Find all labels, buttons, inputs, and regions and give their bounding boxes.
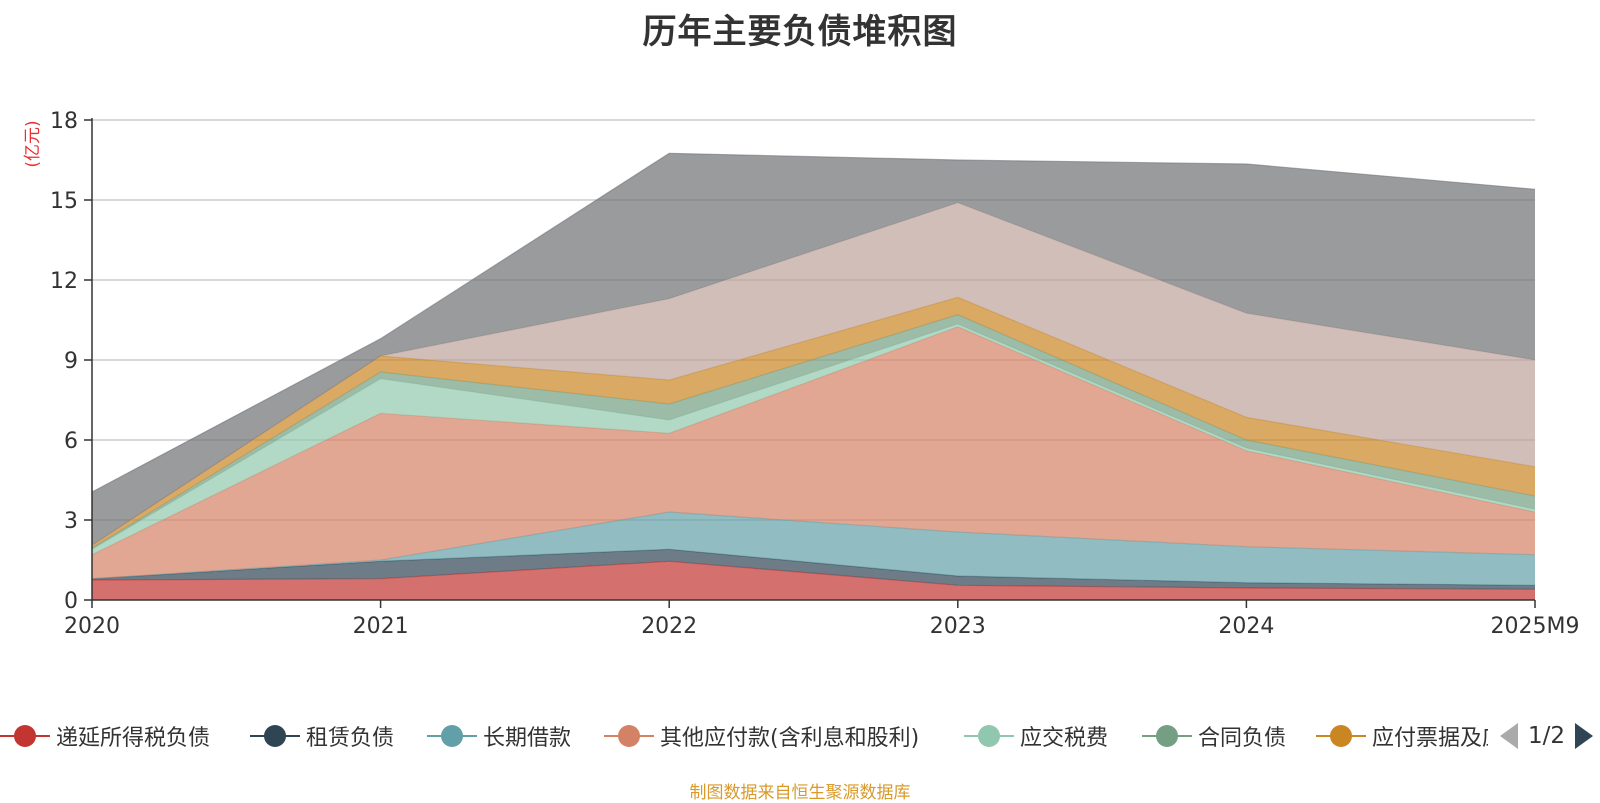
legend-item[interactable]: 其他应付款(含利息和股利) bbox=[604, 718, 919, 754]
legend-marker-icon bbox=[427, 725, 477, 747]
legend-page-indicator: 1/2 bbox=[1528, 723, 1566, 749]
legend-item[interactable]: 合同负债 bbox=[1142, 718, 1286, 754]
y-tick-label: 6 bbox=[64, 429, 78, 454]
y-tick-label: 0 bbox=[64, 589, 78, 614]
area-series-1[interactable] bbox=[92, 561, 1535, 600]
legend-label: 应付票据及应付账款 bbox=[1372, 726, 1488, 751]
area-series-9-line bbox=[91, 152, 1536, 493]
legend-prev-page-icon[interactable] bbox=[1498, 721, 1520, 751]
y-tick-label: 3 bbox=[64, 509, 78, 534]
series-areas bbox=[91, 152, 1536, 600]
area-series-6[interactable] bbox=[92, 314, 1535, 550]
area-series-7[interactable] bbox=[92, 297, 1535, 548]
legend-label: 合同负债 bbox=[1198, 726, 1287, 751]
legend-items: 递延所得税负债 租赁负债 长期借款 其他应付款(含利息和股利) 应交税费 合同负债 应付票据… bbox=[0, 718, 1488, 754]
legend-marker-icon bbox=[250, 725, 300, 747]
legend-item[interactable]: 长期借款 bbox=[427, 718, 571, 754]
x-tick-label: 2023 bbox=[930, 614, 986, 639]
source-note: 制图数据来自恒生聚源数据库 bbox=[689, 783, 911, 803]
legend-next-page-icon[interactable] bbox=[1573, 721, 1595, 751]
legend-item[interactable]: 应付票据及应付账款 bbox=[1316, 718, 1488, 754]
area-series-2[interactable] bbox=[92, 549, 1535, 590]
area-series-4[interactable] bbox=[92, 326, 1535, 579]
legend-pager: 1/2 bbox=[1498, 718, 1595, 754]
area-series-9[interactable] bbox=[92, 153, 1535, 546]
legend-marker-icon bbox=[964, 725, 1014, 747]
legend-label: 递延所得税负债 bbox=[56, 726, 211, 751]
y-tick-label: 12 bbox=[50, 269, 78, 294]
chart-title: 历年主要负债堆积图 bbox=[642, 12, 958, 52]
x-tick-label: 2021 bbox=[353, 614, 409, 639]
legend-label: 租赁负债 bbox=[306, 726, 395, 751]
legend: 递延所得税负债 租赁负债 长期借款 其他应付款(含利息和股利) 应交税费 合同负债 应付票据… bbox=[0, 718, 1600, 754]
legend-marker-icon bbox=[604, 725, 654, 747]
axes: 0 3 6 9 12 15 18 2020 2021 2022 2023 2024 2025M9 bbox=[50, 109, 1579, 639]
legend-marker-icon bbox=[0, 725, 50, 747]
x-tick-label: 2020 bbox=[64, 614, 120, 639]
y-tick-label: 9 bbox=[64, 349, 78, 374]
x-tick-label: 2025M9 bbox=[1491, 614, 1580, 639]
y-axis-unit-label: (亿元) bbox=[23, 120, 43, 167]
area-series-8[interactable] bbox=[92, 202, 1535, 546]
legend-item[interactable]: 租赁负债 bbox=[250, 718, 394, 754]
y-tick-label: 15 bbox=[50, 189, 78, 214]
x-tick-label: 2022 bbox=[641, 614, 697, 639]
legend-label: 长期借款 bbox=[483, 726, 572, 751]
y-tick-label: 18 bbox=[50, 109, 78, 134]
legend-marker-icon bbox=[1316, 725, 1366, 747]
legend-item[interactable]: 应交税费 bbox=[964, 718, 1108, 754]
legend-item[interactable]: 递延所得税负债 bbox=[0, 718, 210, 754]
legend-label: 应交税费 bbox=[1020, 726, 1109, 751]
area-series-3[interactable] bbox=[92, 512, 1535, 586]
legend-label: 其他应付款(含利息和股利) bbox=[660, 726, 920, 751]
area-series-2-line bbox=[91, 548, 1536, 586]
x-tick-label: 2024 bbox=[1218, 614, 1274, 639]
chart-area: 0 3 6 9 12 15 18 2020 2021 2022 2023 2024 2025M9 (亿元… bbox=[23, 109, 1579, 639]
legend-marker-icon bbox=[1142, 725, 1192, 747]
